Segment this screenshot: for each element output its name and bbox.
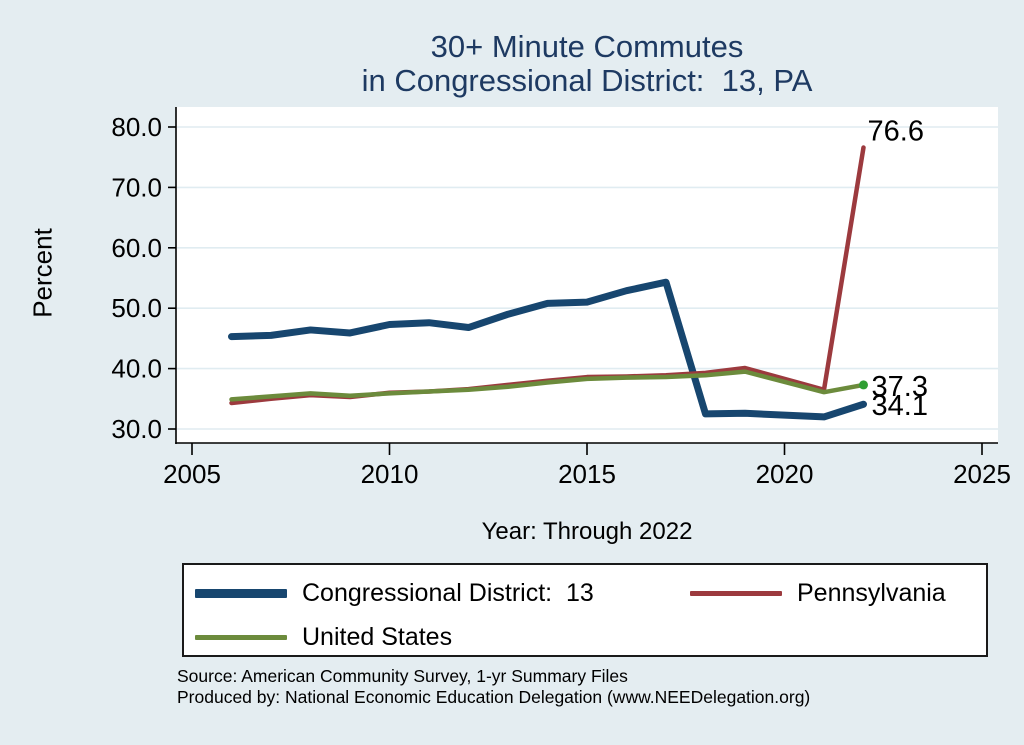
data-label-76-6: 76.6: [868, 116, 924, 148]
x-tick-label: 2005: [163, 459, 221, 489]
legend-swatch-cd13: [195, 588, 287, 598]
source-notes: Source: American Community Survey, 1-yr …: [177, 666, 1017, 707]
y-tick-label: 80.0: [111, 112, 162, 142]
series-line-congressional-district-13: [228, 278, 867, 421]
chart-title-line1: 30+ Minute Commutes: [430, 29, 744, 64]
legend-label-pa: Pennsylvania: [797, 578, 946, 607]
produced-by-line: Produced by: National Economic Education…: [177, 686, 811, 707]
y-tick-label: 60.0: [111, 233, 162, 263]
legend-item-cd13: Congressional District: 13: [195, 578, 594, 608]
x-tick-label: 2025: [953, 459, 1011, 489]
source-line: Source: American Community Survey, 1-yr …: [177, 666, 628, 686]
x-tick-label: 2010: [361, 459, 419, 489]
data-label-34-1: 34.1: [872, 390, 928, 422]
x-tick-label: 2015: [558, 459, 616, 489]
data-label-37-3: 37.3: [872, 371, 928, 403]
legend-label-cd13: Congressional District: 13: [302, 578, 594, 607]
legend-swatch-us: [195, 634, 287, 640]
x-tick-label: 2020: [756, 459, 814, 489]
chart-title-line2: in Congressional District: 13, PA: [361, 63, 813, 98]
legend-swatch-pa: [690, 590, 782, 596]
legend-item-pa: Pennsylvania: [690, 578, 946, 608]
y-tick-label: 30.0: [111, 414, 162, 444]
legend-label-us: United States: [302, 622, 453, 651]
legend-item-us: United States: [195, 622, 452, 652]
series-line-united-states: [229, 369, 866, 402]
y-tick-label: 70.0: [111, 172, 162, 202]
chart-title: 30+ Minute Commutes in Congressional Dis…: [120, 30, 1024, 98]
x-axis-title: Year: Through 2022: [481, 518, 693, 545]
legend: Congressional District: 13 Pennsylvania …: [182, 563, 988, 657]
y-tick-label: 50.0: [111, 293, 162, 323]
y-axis-title: Percent: [27, 228, 58, 318]
y-tick-label: 40.0: [111, 354, 162, 384]
series-end-marker: [859, 380, 868, 390]
